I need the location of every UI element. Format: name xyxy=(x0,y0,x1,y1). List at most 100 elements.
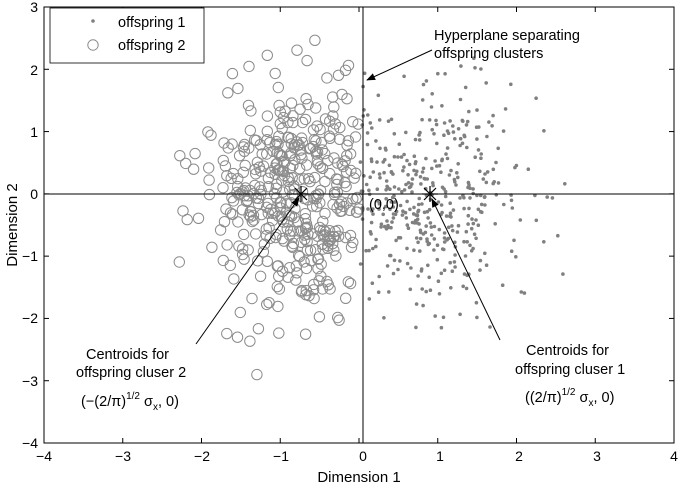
offspring-1-point xyxy=(408,184,413,189)
offspring-2-point xyxy=(271,280,283,293)
offspring-1-point xyxy=(479,202,484,207)
offspring-1-point xyxy=(491,167,496,172)
offspring-1-point xyxy=(396,155,400,159)
offspring-1-point xyxy=(371,207,375,211)
offspring-1-point xyxy=(468,196,472,200)
legend: offspring 1 offspring 2 xyxy=(49,7,205,64)
offspring-2-point xyxy=(187,163,200,175)
offspring-1-point xyxy=(478,258,483,263)
legend-box xyxy=(49,7,205,64)
offspring-1-point xyxy=(389,200,394,204)
offspring-1-point xyxy=(425,237,429,241)
offspring-2-point xyxy=(296,136,309,149)
offspring-1-point xyxy=(414,325,418,330)
offspring-2-point xyxy=(261,148,273,160)
offspring-1-point xyxy=(376,93,381,98)
hyperplane-annotation-line2: offspring clusters xyxy=(434,46,543,62)
offspring-2-point xyxy=(202,126,214,138)
offspring-2-point xyxy=(282,271,294,283)
offspring-2-point xyxy=(349,131,362,143)
offspring-2-point xyxy=(237,166,250,179)
offspring-1-point xyxy=(376,290,381,295)
offspring-2-point xyxy=(347,116,359,128)
offspring-1-point xyxy=(413,161,418,166)
offspring-1-point xyxy=(467,206,471,211)
offspring-1-point xyxy=(420,98,425,102)
offspring-1-point xyxy=(370,126,374,130)
offspring-1-point xyxy=(415,221,420,225)
offspring-1-point xyxy=(422,210,427,215)
centroid-1-annotation-line2: offspring cluser 1 xyxy=(515,362,625,378)
offspring-1-point xyxy=(502,202,506,207)
offspring-2-point xyxy=(311,200,323,213)
offspring-2-point xyxy=(217,182,229,194)
offspring-1-point xyxy=(471,221,476,226)
offspring-1-point xyxy=(490,124,494,128)
offspring-2-point xyxy=(319,175,331,188)
offspring-2-point xyxy=(233,189,245,201)
offspring-1-point xyxy=(461,119,465,123)
offspring-1-point xyxy=(384,179,389,183)
offspring-2-point xyxy=(275,197,287,209)
offspring-1-point xyxy=(394,209,399,214)
offspring-1-point xyxy=(448,211,453,215)
offspring-1-point xyxy=(388,207,392,212)
offspring-1-point xyxy=(394,238,398,243)
offspring-2-point xyxy=(291,267,303,279)
offspring-2-point xyxy=(333,314,345,326)
offspring-2-point xyxy=(238,145,251,158)
offspring-1-point xyxy=(509,82,513,87)
offspring-1-point xyxy=(424,289,429,294)
y-tick-label: 3 xyxy=(30,0,38,15)
offspring-1-point xyxy=(445,129,450,133)
offspring-1-point xyxy=(375,160,379,164)
offspring-1-point xyxy=(484,263,489,268)
offspring-1-point xyxy=(368,121,373,125)
offspring-1-point xyxy=(442,236,447,240)
offspring-1-point xyxy=(420,202,424,206)
offspring-1-point xyxy=(424,156,428,161)
offspring-2-point xyxy=(299,328,312,340)
offspring-2-point xyxy=(256,148,268,160)
offspring-2-point xyxy=(317,243,329,255)
offspring-1-point xyxy=(542,240,546,244)
offspring-1-point xyxy=(398,203,403,208)
offspring-2-point xyxy=(249,179,261,192)
offspring-1-point xyxy=(368,175,373,179)
offspring-2-point xyxy=(327,110,339,122)
x-tick-labels: −4 −3 −2 −1 0 1 2 3 4 xyxy=(36,448,678,464)
offspring-2-point xyxy=(327,237,339,250)
offspring-1-point xyxy=(526,167,531,171)
offspring-2-point xyxy=(295,236,308,249)
offspring-2-point xyxy=(286,172,298,184)
offspring-1-point xyxy=(473,155,478,159)
offspring-1-point xyxy=(459,64,463,68)
offspring-1-point xyxy=(542,129,546,133)
offspring-1-point xyxy=(412,168,416,173)
offspring-1-point xyxy=(401,168,405,173)
offspring-2-point xyxy=(328,186,341,199)
y-tick-label: 1 xyxy=(30,124,38,140)
offspring-2-point xyxy=(276,232,289,245)
offspring-2-point xyxy=(328,152,340,164)
offspring-2-point xyxy=(294,144,307,156)
offspring-2-point xyxy=(252,255,264,267)
x-tick-label: −1 xyxy=(273,448,289,464)
offspring-1-point xyxy=(412,205,416,210)
offspring-2-point xyxy=(272,164,285,176)
offspring-1-point xyxy=(382,316,386,320)
offspring-2-point xyxy=(295,149,307,161)
offspring-2-point xyxy=(283,229,296,241)
offspring-1-point xyxy=(387,163,392,168)
offspring-1-point xyxy=(383,157,387,162)
offspring-2-point xyxy=(232,216,244,228)
offspring-1-point xyxy=(483,195,487,199)
x-tick-label: 4 xyxy=(670,448,678,464)
offspring-2-point xyxy=(340,180,352,193)
offspring-1-point xyxy=(406,181,411,185)
offspring-2-point xyxy=(333,133,346,146)
offspring-2-point xyxy=(295,286,308,298)
offspring-2-point xyxy=(234,306,247,319)
offspring-1-point xyxy=(386,119,391,123)
offspring-1-point xyxy=(467,109,471,114)
